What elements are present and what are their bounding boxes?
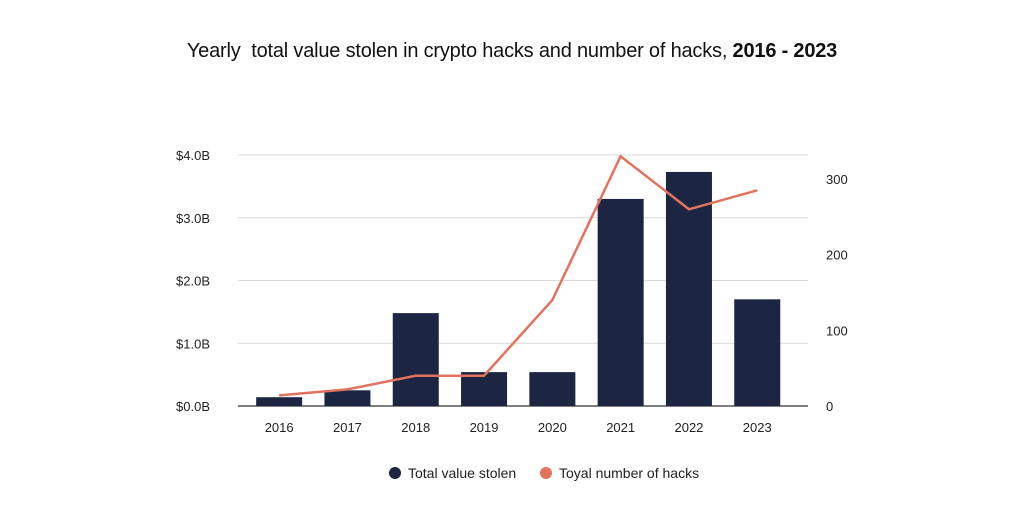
chart-title-years: 2016 - 2023 xyxy=(732,40,838,62)
bar-total-value-2023 xyxy=(734,299,781,406)
legend-label-number-of-hacks: Toyal number of hacks xyxy=(559,465,699,481)
chart-title: Yearly total value stolen in crypto hack… xyxy=(0,40,1024,63)
x-tick-label: 2023 xyxy=(743,420,772,435)
bar-total-value-2019 xyxy=(461,372,508,406)
y-right-tick-label: 0 xyxy=(826,399,833,414)
x-tick-label: 2017 xyxy=(333,420,362,435)
line-number-of-hacks xyxy=(278,154,758,397)
bar-total-value-2022 xyxy=(665,171,712,406)
x-tick-label: 2018 xyxy=(401,420,430,435)
legend-marker-total-value xyxy=(389,467,401,479)
y-left-tick-label: $0.0B xyxy=(176,399,210,414)
y-right-tick-label: 300 xyxy=(826,172,848,187)
y-left-tick-label: $3.0B xyxy=(176,211,210,226)
y-left-tick-label: $2.0B xyxy=(176,274,210,289)
bar-total-value-2016 xyxy=(256,397,303,406)
chart-title-text: Yearly total value stolen in crypto hack… xyxy=(186,40,733,62)
y-right-tick-label: 100 xyxy=(826,323,848,338)
x-tick-label: 2016 xyxy=(265,420,294,435)
x-tick-label: 2019 xyxy=(470,420,499,435)
legend-label-total-value: Total value stolen xyxy=(408,465,516,481)
legend-marker-number-of-hacks xyxy=(540,467,552,479)
x-tick-label: 2021 xyxy=(606,420,635,435)
bar-total-value-2017 xyxy=(324,390,371,406)
y-right-tick-label: 200 xyxy=(826,248,848,263)
bar-total-value-2020 xyxy=(529,372,576,406)
x-tick-label: 2022 xyxy=(674,420,703,435)
y-left-tick-label: $4.0B xyxy=(176,148,210,163)
y-left-tick-label: $1.0B xyxy=(176,336,210,351)
x-tick-label: 2020 xyxy=(538,420,567,435)
bar-total-value-2021 xyxy=(597,198,644,406)
bar-total-value-2018 xyxy=(392,313,439,406)
